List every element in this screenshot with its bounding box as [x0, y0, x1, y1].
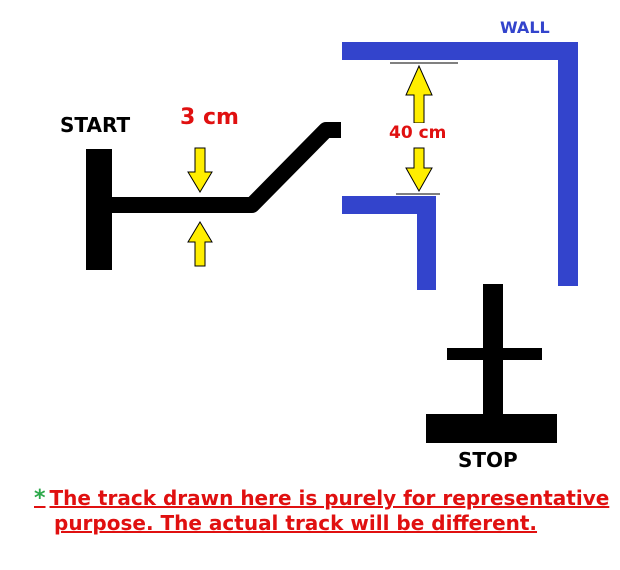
track-width-dimension — [187, 147, 213, 267]
gap-width-dimension — [390, 62, 458, 195]
stop-crossbar — [447, 348, 542, 360]
start-base-bar — [86, 149, 112, 270]
stop-base-bar — [426, 414, 557, 443]
track-line — [112, 122, 341, 213]
arrow-down-icon — [187, 147, 213, 193]
arrow-up-icon — [405, 64, 433, 124]
wall-structure — [342, 42, 578, 290]
stop-label: STOP — [458, 448, 518, 472]
wall-lower-top-segment — [342, 196, 436, 214]
disclaimer-line-2: purpose. The actual track will be differ… — [54, 511, 538, 535]
wall-top-segment — [342, 42, 578, 60]
track-width-label: 3 cm — [180, 105, 239, 130]
track-stop-structure — [426, 284, 557, 443]
arrow-up-icon — [187, 221, 213, 267]
disclaimer-line-1: The track drawn here is purely for repre… — [49, 486, 610, 510]
gap-width-label: 40 cm — [388, 123, 448, 143]
start-label: START — [60, 113, 131, 137]
asterisk-icon: * — [34, 486, 46, 511]
disclaimer-note: * The track drawn here is purely for repr… — [34, 486, 609, 535]
wall-right-segment — [558, 42, 578, 286]
track-start-structure — [86, 122, 341, 270]
wall-lower-right-segment — [417, 196, 436, 290]
arrow-down-icon — [405, 147, 433, 193]
wall-label: WALL — [500, 18, 550, 37]
